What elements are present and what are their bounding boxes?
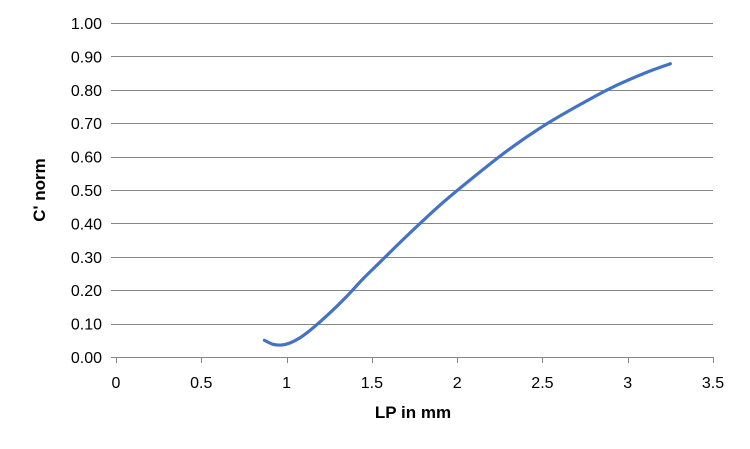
x-axis-title: LP in mm [375, 403, 451, 422]
x-tick-label: 2.5 [531, 375, 553, 392]
y-tick-label: 0.50 [71, 183, 102, 200]
y-tick-label: 0.60 [71, 150, 102, 167]
gridlines [116, 23, 713, 325]
x-tick-label: 1.5 [361, 375, 383, 392]
y-tick-label: 0.10 [71, 317, 102, 334]
x-tick-label: 1 [282, 375, 291, 392]
y-tick-label: 0.40 [71, 216, 102, 233]
x-tick-label: 0 [112, 375, 121, 392]
tick-labels: 0.000.100.200.300.400.500.600.700.800.90… [71, 16, 724, 392]
x-tick-label: 2 [453, 375, 462, 392]
axes [111, 23, 714, 363]
x-tick-label: 3 [623, 375, 632, 392]
y-tick-label: 0.30 [71, 250, 102, 267]
y-axis-title: C' norm [30, 158, 49, 222]
series-line [262, 62, 672, 347]
y-tick-label: 0.80 [71, 83, 102, 100]
x-tick-label: 0.5 [190, 375, 212, 392]
series-layer [262, 62, 672, 347]
y-tick-label: 0.00 [71, 350, 102, 367]
y-tick-label: 0.70 [71, 116, 102, 133]
x-tick-label: 3.5 [702, 375, 724, 392]
y-tick-label: 0.20 [71, 283, 102, 300]
y-tick-label: 0.90 [71, 49, 102, 66]
y-tick-label: 1.00 [71, 16, 102, 33]
